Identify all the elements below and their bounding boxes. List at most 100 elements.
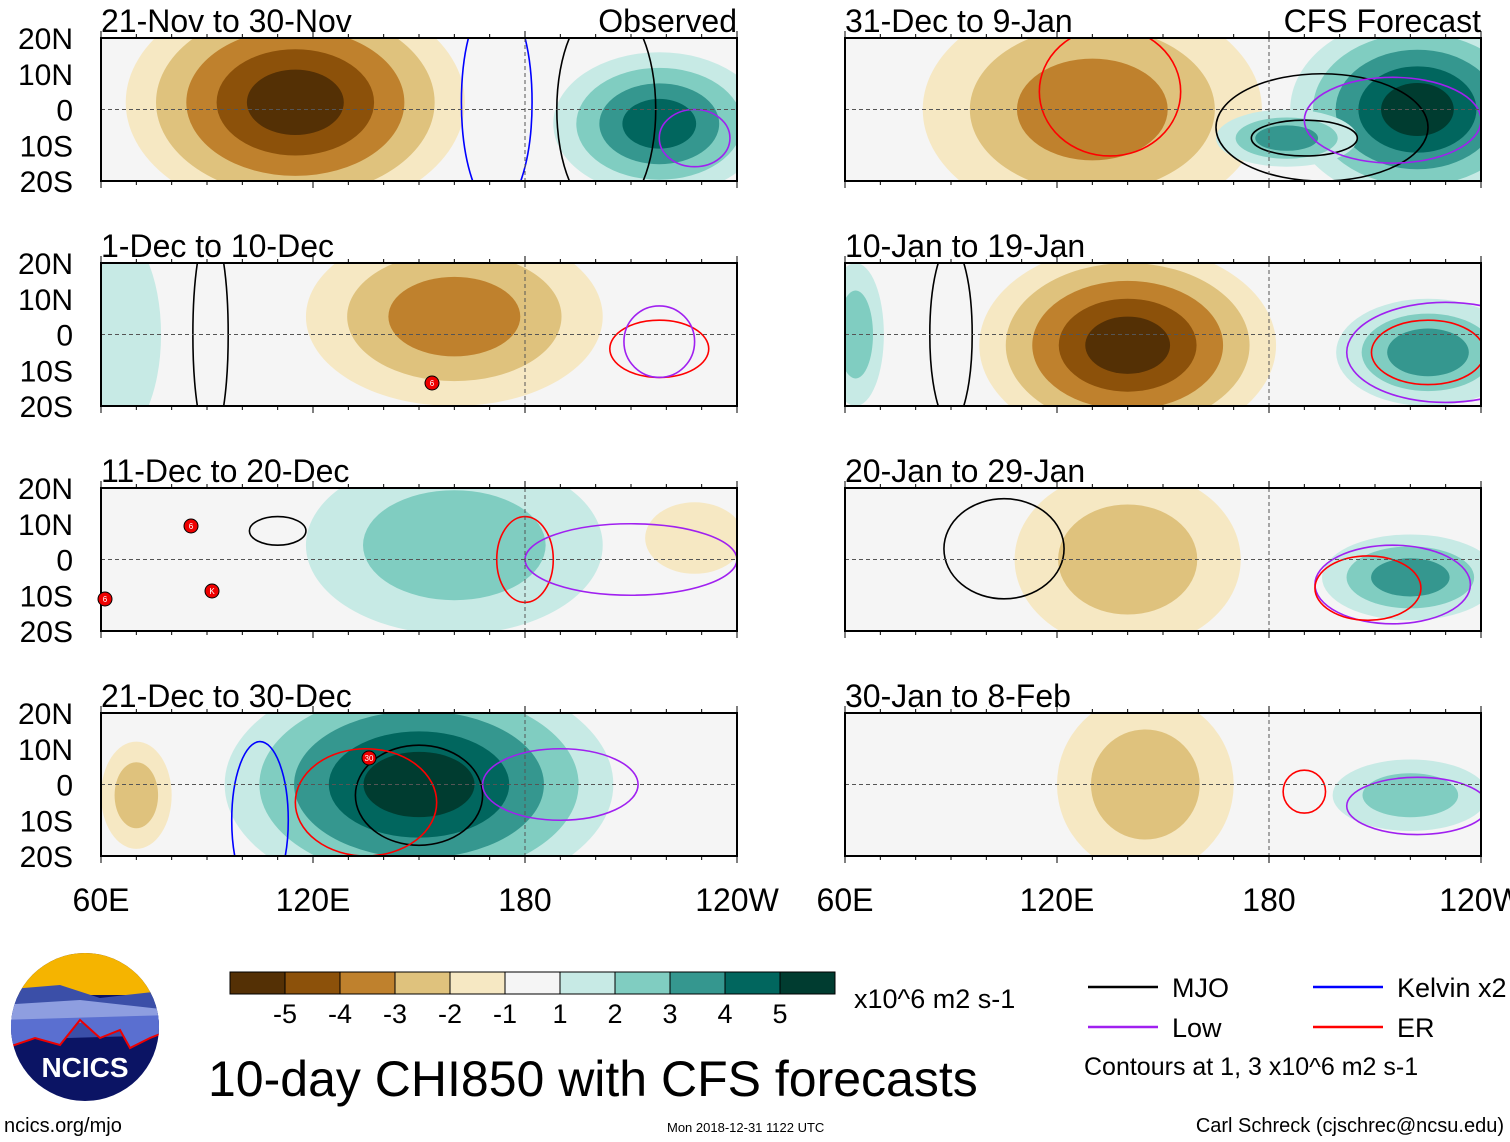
panel-source-label: CFS Forecast — [1284, 3, 1481, 39]
lat-label: 20S — [20, 391, 73, 424]
lat-label: 20S — [20, 616, 73, 649]
lat-label: 10N — [18, 509, 73, 542]
colorbar-units: x10^6 m2 s-1 — [854, 984, 1015, 1014]
colorbar-swatch — [559, 971, 616, 995]
colorbar: -5 -4 -3 -2 -1 1 2 3 4 5 x10^6 m2 s-1 — [229, 971, 1015, 1029]
svg-text:ER: ER — [1397, 1013, 1435, 1043]
lat-label: 10S — [20, 580, 73, 613]
legend-item: Kelvin x2 — [1313, 973, 1507, 1003]
map-panel-5: 31-Dec to 9-Jan CFS Forecast — [844, 3, 1482, 188]
credit: Carl Schreck (cjschrec@ncsu.edu) — [1196, 1115, 1504, 1137]
map-panel-6: 10-Jan to 19-Jan — [844, 228, 1482, 413]
storm-marker-icon: 6 — [424, 375, 440, 391]
panel-title: 1-Dec to 10-Dec — [101, 228, 334, 264]
colorbar-label: 1 — [552, 999, 567, 1029]
url: ncics.org/mjo — [4, 1115, 122, 1137]
lon-label: 180 — [498, 882, 551, 918]
wave-contour — [1282, 769, 1327, 814]
lon-label: 120E — [276, 882, 351, 918]
anomaly-fill — [1371, 558, 1450, 597]
wave-contour — [1215, 72, 1429, 181]
anomaly-fill — [1085, 316, 1171, 374]
panel-source-label: Observed — [598, 3, 737, 39]
svg-text:Kelvin x2: Kelvin x2 — [1397, 973, 1507, 1003]
wave-contour — [1314, 555, 1422, 622]
map-panel-8: 30-Jan to 8-Feb 60E 120E 180 120W — [817, 678, 1510, 918]
lat-label: 0 — [56, 545, 73, 578]
wave-contour — [354, 744, 484, 847]
anomaly-fill — [622, 98, 697, 149]
lat-label: 10N — [18, 734, 73, 767]
anomaly-fill — [363, 490, 546, 601]
svg-text:MJO: MJO — [1172, 973, 1229, 1003]
colorbar-label: -5 — [273, 999, 297, 1029]
lat-label: 10N — [18, 284, 73, 317]
wave-contour — [943, 497, 1065, 600]
colorbar-swatch — [504, 971, 561, 995]
figure-title: 10-day CHI850 with CFS forecasts — [208, 1051, 978, 1107]
colorbar-label: 5 — [772, 999, 787, 1029]
wave-contour — [230, 740, 290, 856]
svg-text:30: 30 — [365, 754, 374, 763]
panel-title: 10-Jan to 19-Jan — [845, 228, 1085, 264]
colorbar-label: -4 — [328, 999, 352, 1029]
wave-contour — [248, 515, 307, 547]
lon-label: 60E — [73, 882, 130, 918]
panel-title: 20-Jan to 29-Jan — [845, 453, 1085, 489]
lat-label: 20N — [18, 23, 73, 56]
wave-contour — [1038, 38, 1182, 157]
storm-marker-icon: K — [204, 583, 220, 599]
anomaly-fill — [1255, 125, 1319, 151]
colorbar-swatch — [614, 971, 671, 995]
wave-contour — [1345, 301, 1481, 404]
legend-item: ER — [1313, 1013, 1435, 1043]
lat-label: 10S — [20, 355, 73, 388]
colorbar-swatch — [339, 971, 396, 995]
wave-contour — [460, 38, 533, 181]
wave-contour — [1345, 776, 1481, 836]
anomaly-fill — [114, 762, 159, 829]
wave-contour — [294, 747, 438, 856]
colorbar-swatch — [284, 971, 341, 995]
panel-title: 21-Nov to 30-Nov — [101, 3, 352, 39]
lat-label: 10S — [20, 805, 73, 838]
svg-text:6: 6 — [430, 379, 435, 388]
storm-marker-icon: 6 — [97, 591, 113, 607]
colorbar-swatch — [229, 971, 286, 995]
lat-label: 20S — [20, 841, 73, 874]
anomaly-fill — [845, 290, 873, 379]
panel-title: 11-Dec to 20-Dec — [101, 453, 349, 489]
lat-label: 10N — [18, 59, 73, 92]
lat-label: 20N — [18, 473, 73, 506]
colorbar-swatch — [724, 971, 781, 995]
timestamp: Mon 2018-12-31 1122 UTC — [667, 1120, 824, 1135]
anomaly-fill — [246, 69, 344, 136]
colorbar-label: -3 — [383, 999, 407, 1029]
storm-marker-icon: 30 — [361, 750, 377, 766]
wave-contour — [1370, 319, 1481, 386]
contour-note: Contours at 1, 3 x10^6 m2 s-1 — [1084, 1053, 1418, 1081]
svg-text:6: 6 — [189, 522, 194, 531]
lat-label: 0 — [56, 770, 73, 803]
colorbar-label: -2 — [438, 999, 462, 1029]
lat-label: 20N — [18, 698, 73, 731]
colorbar-swatch — [449, 971, 506, 995]
anomaly-fill — [1381, 82, 1454, 137]
svg-text:NCICS: NCICS — [41, 1052, 128, 1083]
lon-label: 120E — [1020, 882, 1095, 918]
wave-contour — [658, 108, 731, 168]
lon-label: 120W — [1439, 882, 1510, 918]
colorbar-label: -1 — [493, 999, 517, 1029]
lat-label: 20N — [18, 248, 73, 281]
anomaly-fill — [1090, 729, 1200, 840]
anomaly-fill — [645, 502, 737, 574]
svg-text:6: 6 — [103, 595, 108, 604]
lon-label: 180 — [1242, 882, 1295, 918]
map-panel-7: 20-Jan to 29-Jan — [844, 453, 1482, 638]
panel-title: 31-Dec to 9-Jan — [845, 3, 1073, 39]
lon-label: 60E — [817, 882, 874, 918]
